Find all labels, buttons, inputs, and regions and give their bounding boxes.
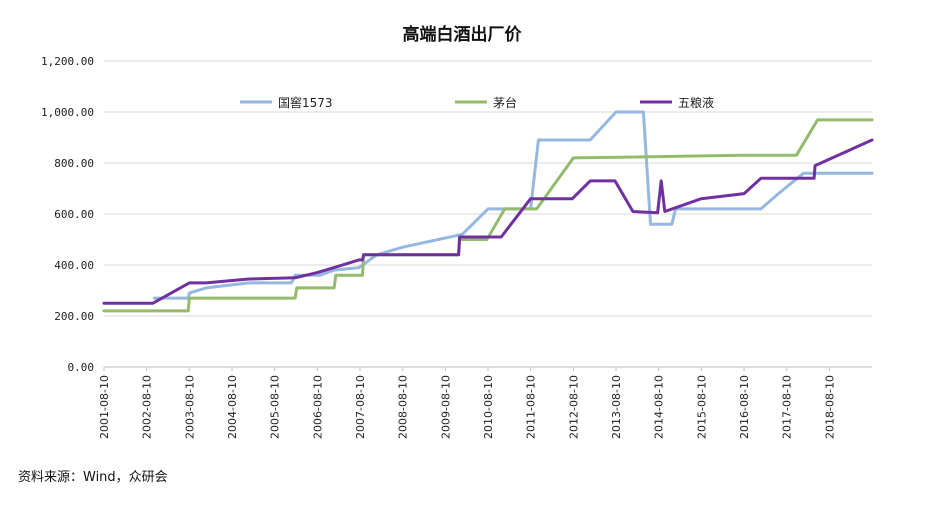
series-lines bbox=[102, 110, 874, 313]
x-tick-label: 2018-08-10 bbox=[823, 375, 836, 439]
x-tick-label: 2013-08-10 bbox=[610, 375, 623, 439]
legend-label: 茅台 bbox=[493, 95, 517, 110]
x-tick-label: 2005-08-10 bbox=[269, 375, 282, 439]
y-tick-label: 1,200.00 bbox=[41, 55, 94, 68]
x-tick-label: 2012-08-10 bbox=[567, 375, 580, 439]
x-tick-label: 2001-08-10 bbox=[98, 375, 111, 439]
x-tick-label: 2007-08-10 bbox=[354, 375, 367, 439]
y-tick-label: 0.00 bbox=[68, 361, 95, 374]
legend-label: 国窖1573 bbox=[278, 95, 333, 110]
legend: 国窖1573 茅台 五粮液 bbox=[240, 95, 714, 110]
y-tick-label: 1,000.00 bbox=[41, 106, 94, 119]
legend-item: 五粮液 bbox=[640, 95, 714, 110]
x-tick-label: 2009-08-10 bbox=[439, 375, 452, 439]
x-tick-label: 2011-08-10 bbox=[525, 375, 538, 439]
x-tick-label: 2006-08-10 bbox=[311, 375, 324, 439]
gridlines bbox=[104, 60, 872, 317]
legend-item: 国窖1573 bbox=[240, 95, 333, 110]
x-tick-label: 2003-08-10 bbox=[183, 375, 196, 439]
y-tick-label: 400.00 bbox=[54, 259, 94, 272]
y-tick-label: 200.00 bbox=[54, 310, 94, 323]
x-axis: 2001-08-10 2002-08-10 2003-08-10 2004-08-10… bbox=[98, 366, 872, 439]
chart-title: 高端白酒出厂价 bbox=[403, 24, 523, 45]
x-tick-label: 2015-08-10 bbox=[695, 375, 708, 439]
legend-label: 五粮液 bbox=[678, 95, 714, 110]
y-tick-label: 800.00 bbox=[54, 157, 94, 170]
legend-item: 茅台 bbox=[455, 95, 517, 110]
x-tick-label: 2010-08-10 bbox=[482, 375, 495, 439]
source-note: 资料来源：Wind，众研会 bbox=[18, 470, 168, 485]
y-axis: 0.00 200.00 400.00 600.00 800.00 1,000.00 1,20… bbox=[41, 55, 94, 374]
y-tick-label: 600.00 bbox=[54, 208, 94, 221]
x-tick-label: 2014-08-10 bbox=[653, 375, 666, 439]
series-line bbox=[102, 138, 874, 305]
x-tick-label: 2016-08-10 bbox=[738, 375, 751, 439]
x-tick-label: 2002-08-10 bbox=[141, 375, 154, 439]
x-tick-label: 2008-08-10 bbox=[397, 375, 410, 439]
x-tick-label: 2017-08-10 bbox=[781, 375, 794, 439]
x-tick-label: 2004-08-10 bbox=[226, 375, 239, 439]
series-line bbox=[152, 110, 874, 300]
